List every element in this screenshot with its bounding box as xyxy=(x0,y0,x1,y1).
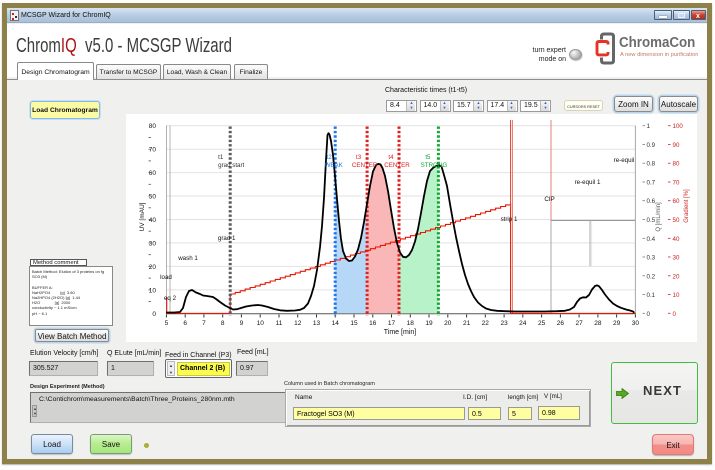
svg-text:12: 12 xyxy=(294,320,302,327)
svg-text:0.8: 0.8 xyxy=(647,161,656,168)
svg-text:28: 28 xyxy=(594,320,602,327)
svg-text:CIP: CIP xyxy=(544,196,554,203)
svg-text:0.1: 0.1 xyxy=(647,292,656,299)
svg-text:90: 90 xyxy=(673,142,680,149)
svg-text:eq 2: eq 2 xyxy=(164,295,177,302)
svg-text:24: 24 xyxy=(519,320,527,327)
svg-text:WEAK: WEAK xyxy=(325,162,344,169)
svg-text:19: 19 xyxy=(425,320,433,327)
svg-text:80: 80 xyxy=(673,161,680,168)
svg-text:16: 16 xyxy=(369,320,377,327)
svg-text:1: 1 xyxy=(647,123,651,130)
svg-text:17: 17 xyxy=(388,320,396,327)
svg-text:10: 10 xyxy=(673,292,680,299)
svg-text:wash 1: wash 1 xyxy=(177,255,198,262)
svg-text:60: 60 xyxy=(673,198,680,205)
svg-text:9: 9 xyxy=(240,320,244,327)
svg-text:60: 60 xyxy=(149,170,157,177)
svg-text:30: 30 xyxy=(673,255,680,262)
svg-text:27: 27 xyxy=(575,320,583,327)
svg-text:23: 23 xyxy=(500,320,508,327)
svg-text:6: 6 xyxy=(183,320,187,327)
svg-text:Q [mL/min]: Q [mL/min] xyxy=(656,202,662,232)
svg-text:5: 5 xyxy=(165,320,169,327)
svg-text:strip 1: strip 1 xyxy=(501,216,518,223)
svg-text:re-equil: re-equil xyxy=(614,157,635,164)
svg-text:11: 11 xyxy=(276,320,283,327)
svg-text:Gradient [%]: Gradient [%] xyxy=(684,189,690,223)
svg-text:grad start: grad start xyxy=(218,162,244,169)
svg-text:80: 80 xyxy=(149,123,157,130)
svg-text:100: 100 xyxy=(673,123,684,130)
svg-text:13: 13 xyxy=(313,320,321,327)
svg-text:70: 70 xyxy=(149,147,157,154)
svg-text:STRONG: STRONG xyxy=(421,162,448,169)
svg-text:30: 30 xyxy=(632,320,640,327)
svg-text:0.3: 0.3 xyxy=(647,255,656,262)
svg-text:8: 8 xyxy=(221,320,225,327)
svg-text:re-equil 1: re-equil 1 xyxy=(575,179,601,186)
svg-text:15: 15 xyxy=(350,320,358,327)
svg-text:21: 21 xyxy=(463,320,471,327)
svg-text:40: 40 xyxy=(673,236,680,243)
svg-text:0.6: 0.6 xyxy=(647,198,656,205)
svg-text:40: 40 xyxy=(149,217,157,224)
svg-text:0.4: 0.4 xyxy=(647,236,656,243)
svg-text:10: 10 xyxy=(149,287,157,294)
svg-text:0: 0 xyxy=(647,311,651,318)
svg-text:50: 50 xyxy=(149,194,157,201)
svg-text:0: 0 xyxy=(152,311,156,318)
svg-text:70: 70 xyxy=(673,180,680,187)
svg-text:7: 7 xyxy=(202,320,206,327)
svg-text:25: 25 xyxy=(538,320,546,327)
svg-text:18: 18 xyxy=(407,320,415,327)
svg-text:10: 10 xyxy=(257,320,265,327)
svg-text:CENTER: CENTER xyxy=(384,162,410,169)
svg-text:CENTER: CENTER xyxy=(352,162,378,169)
svg-text:0.5: 0.5 xyxy=(647,217,656,224)
svg-text:0: 0 xyxy=(673,311,677,318)
svg-text:26: 26 xyxy=(557,320,565,327)
svg-text:t1: t1 xyxy=(218,154,224,161)
svg-text:Time [min]: Time [min] xyxy=(384,329,416,336)
svg-text:30: 30 xyxy=(149,240,157,247)
svg-text:20: 20 xyxy=(673,273,680,280)
svg-text:14: 14 xyxy=(332,320,340,327)
svg-text:50: 50 xyxy=(673,217,680,224)
svg-text:grad 1: grad 1 xyxy=(218,235,236,242)
svg-text:t3: t3 xyxy=(356,154,362,161)
svg-text:0.7: 0.7 xyxy=(647,180,656,187)
svg-text:22: 22 xyxy=(482,320,490,327)
svg-text:t5: t5 xyxy=(425,154,431,161)
svg-text:0.9: 0.9 xyxy=(647,142,656,149)
svg-text:29: 29 xyxy=(613,320,621,327)
svg-text:0.2: 0.2 xyxy=(647,273,656,280)
svg-text:20: 20 xyxy=(149,264,157,271)
svg-text:20: 20 xyxy=(444,320,452,327)
svg-text:UV [mAU]: UV [mAU] xyxy=(139,202,146,231)
svg-text:t4: t4 xyxy=(388,154,394,161)
svg-text:t2: t2 xyxy=(327,154,333,161)
svg-text:load: load xyxy=(160,274,172,281)
